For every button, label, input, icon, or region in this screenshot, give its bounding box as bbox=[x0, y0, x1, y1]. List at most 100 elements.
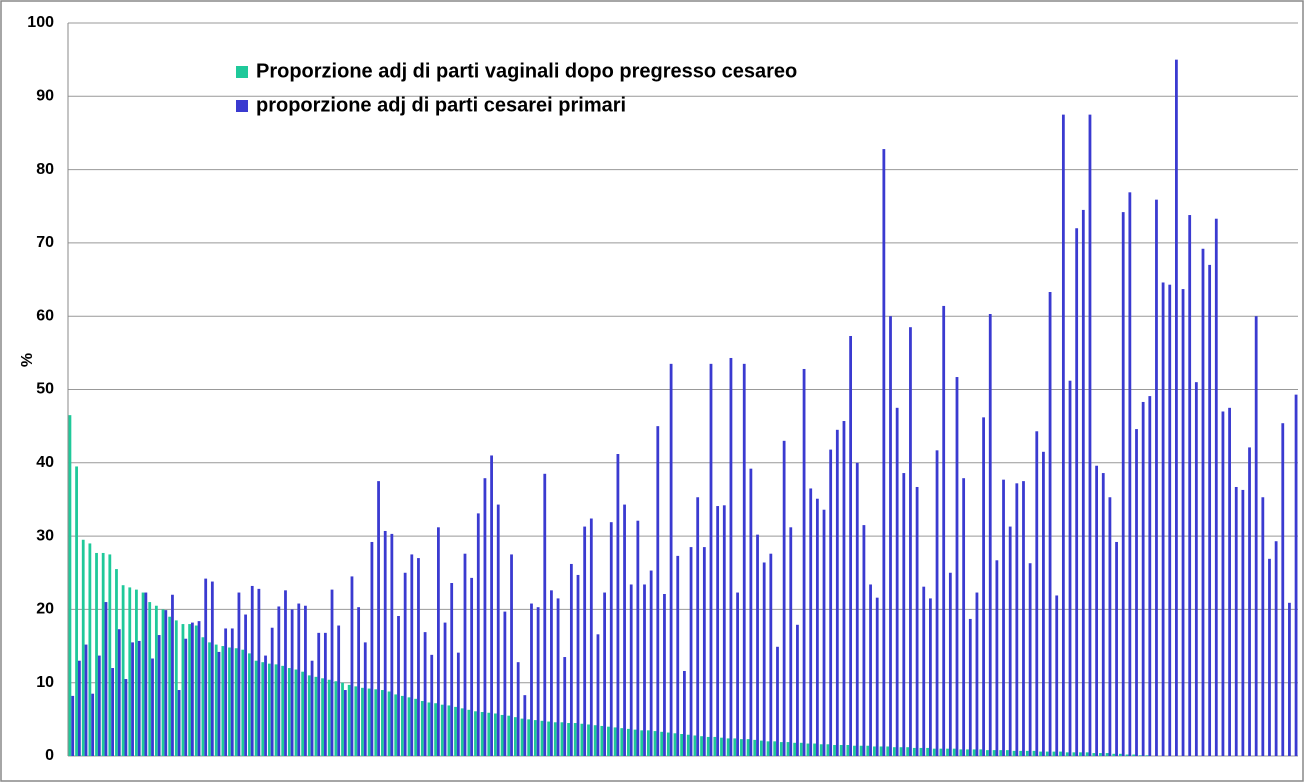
bar bbox=[128, 587, 132, 756]
bar bbox=[1288, 602, 1291, 756]
bar bbox=[174, 620, 178, 756]
bar bbox=[596, 634, 600, 756]
bar bbox=[367, 688, 371, 756]
bar bbox=[607, 726, 610, 756]
bar bbox=[440, 704, 444, 756]
bar bbox=[813, 743, 816, 756]
bar bbox=[799, 742, 803, 756]
y-tick-label: 10 bbox=[36, 674, 54, 691]
bar bbox=[317, 632, 321, 756]
bar bbox=[1128, 192, 1132, 756]
bar bbox=[361, 687, 364, 756]
bar bbox=[1141, 401, 1145, 756]
bar bbox=[527, 719, 531, 756]
bar bbox=[776, 646, 779, 756]
bar bbox=[1248, 447, 1251, 756]
bar bbox=[197, 621, 201, 756]
bar bbox=[1125, 754, 1129, 756]
bar bbox=[321, 678, 324, 756]
y-axis-label: % bbox=[19, 353, 36, 367]
bar bbox=[480, 712, 484, 756]
bar bbox=[164, 610, 168, 756]
bar bbox=[1019, 750, 1023, 756]
bar bbox=[513, 717, 517, 756]
bar bbox=[1068, 380, 1072, 756]
bar bbox=[576, 574, 580, 756]
bar bbox=[84, 644, 88, 756]
bar bbox=[942, 305, 946, 756]
bar bbox=[244, 614, 247, 756]
bar bbox=[975, 592, 979, 756]
bar bbox=[992, 750, 996, 756]
bar bbox=[627, 728, 630, 756]
bar bbox=[494, 713, 497, 756]
bar bbox=[234, 648, 238, 756]
bar bbox=[879, 746, 883, 756]
bar bbox=[454, 706, 457, 756]
bar bbox=[304, 605, 307, 756]
y-tick-label: 30 bbox=[36, 527, 54, 544]
bar bbox=[310, 660, 314, 756]
bar bbox=[400, 695, 404, 756]
bar bbox=[1035, 431, 1039, 756]
bar bbox=[210, 581, 214, 756]
bar bbox=[1201, 248, 1205, 757]
bar bbox=[536, 607, 540, 756]
bar bbox=[88, 543, 92, 756]
bar bbox=[589, 518, 593, 756]
bar bbox=[636, 520, 640, 756]
bar bbox=[709, 363, 713, 756]
bar bbox=[1032, 750, 1036, 756]
bar bbox=[683, 670, 686, 756]
bar bbox=[237, 592, 241, 756]
bar bbox=[137, 640, 141, 756]
bar bbox=[191, 622, 194, 756]
bar bbox=[849, 335, 853, 756]
bar bbox=[952, 748, 956, 756]
bar bbox=[802, 368, 806, 756]
bar bbox=[124, 679, 128, 756]
bar bbox=[307, 675, 311, 756]
bar bbox=[208, 642, 211, 756]
bar bbox=[144, 592, 148, 756]
bar bbox=[892, 747, 896, 756]
bar bbox=[646, 730, 650, 756]
bar bbox=[101, 552, 105, 756]
bar bbox=[1121, 212, 1125, 756]
bar bbox=[866, 745, 870, 756]
bar bbox=[1002, 479, 1005, 756]
bar bbox=[966, 749, 969, 756]
bar bbox=[547, 721, 551, 756]
bar bbox=[334, 681, 338, 756]
legend-text: proporzione adj di parti cesarei primari bbox=[256, 94, 626, 116]
bar bbox=[533, 720, 537, 756]
bar bbox=[600, 725, 604, 756]
bar bbox=[680, 734, 683, 756]
bar bbox=[580, 723, 584, 756]
bar bbox=[350, 576, 354, 756]
bar bbox=[796, 624, 799, 756]
bar bbox=[1281, 423, 1285, 756]
bar bbox=[387, 691, 391, 756]
bar bbox=[882, 149, 886, 757]
bar bbox=[277, 606, 281, 756]
bar bbox=[716, 506, 720, 756]
bar bbox=[749, 468, 753, 756]
bar bbox=[1241, 489, 1245, 756]
bar bbox=[829, 449, 833, 756]
bar bbox=[587, 724, 590, 756]
bar bbox=[131, 642, 134, 756]
bar bbox=[663, 594, 666, 756]
bar bbox=[1221, 411, 1225, 756]
bar bbox=[274, 664, 278, 756]
bar bbox=[410, 554, 414, 756]
bar bbox=[979, 749, 983, 756]
bar bbox=[1105, 753, 1109, 756]
bar bbox=[214, 644, 218, 756]
bar bbox=[1254, 316, 1258, 756]
bar bbox=[434, 703, 437, 756]
bar bbox=[583, 526, 587, 756]
bar bbox=[895, 407, 899, 756]
bar bbox=[919, 747, 923, 756]
